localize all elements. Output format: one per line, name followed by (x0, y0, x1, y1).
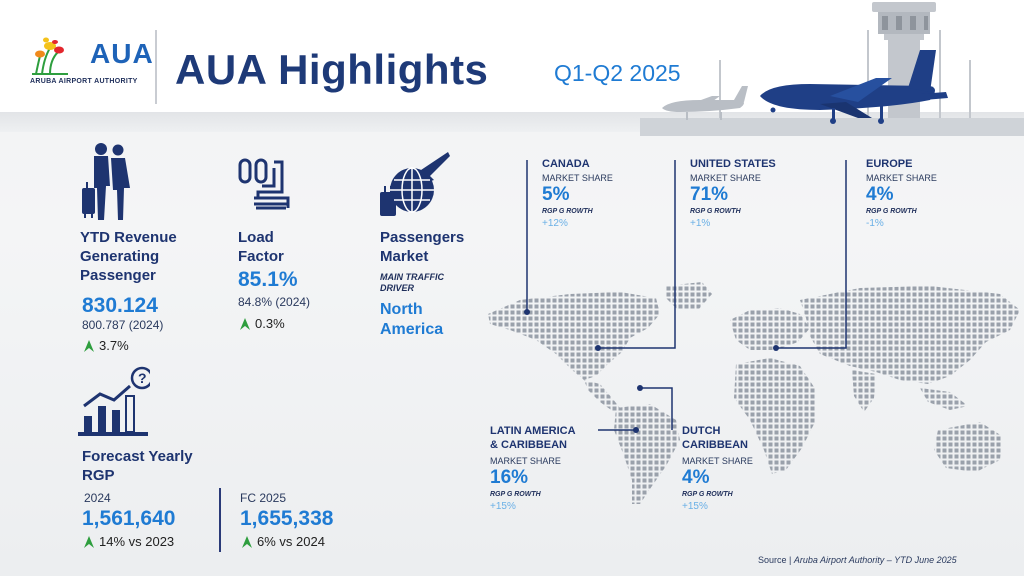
arrow-up-icon (242, 535, 252, 548)
control-tower-icon (872, 2, 936, 122)
background-plane-icon (662, 86, 748, 120)
revenue-passenger-value: 830.124 (82, 294, 158, 317)
period-label: Q1-Q2 2025 (554, 60, 681, 86)
forecast-2025-change: 6% vs 2024 (242, 534, 325, 549)
logo-text: AUA (90, 38, 154, 69)
aua-logo: AUA ARUBA AIRPORT AUTHORITY (28, 34, 153, 94)
source-note: Source | Aruba Airport Authority – YTD J… (758, 555, 957, 565)
svg-text:?: ? (138, 370, 147, 386)
main-traffic-driver-value: North America (380, 301, 444, 338)
forecast-2024-change: 14% vs 2023 (84, 534, 174, 549)
logo-subtitle: ARUBA AIRPORT AUTHORITY (30, 78, 138, 85)
load-factor-label: Load Factor (238, 229, 284, 265)
revenue-passenger-previous: 800.787 (2024) (82, 318, 164, 332)
airplane-seat-icon (238, 158, 290, 210)
revenue-passenger-change: 3.7% (84, 338, 129, 353)
arrow-up-icon (240, 317, 250, 330)
forecast-2024-year: 2024 (84, 491, 111, 505)
globe-plane-icon (380, 152, 450, 216)
main-traffic-driver-label: MAIN TRAFFIC DRIVER (380, 272, 444, 293)
forecast-2025-year: FC 2025 (240, 491, 287, 505)
forecast-2025-value: 1,655,338 (240, 507, 334, 530)
airplane-icon (760, 50, 948, 124)
forecast-2024-value: 1,561,640 (82, 507, 176, 530)
header-divider (155, 30, 157, 104)
arrow-up-icon (84, 339, 94, 352)
airport-planes-illustration (640, 2, 1024, 136)
passengers-market-label: Passengers Market (380, 229, 465, 265)
load-factor-value: 85.1% (238, 268, 298, 291)
forecast-label: Forecast Yearly RGP (82, 448, 193, 484)
growth-chart-question-icon: ? (78, 366, 150, 436)
forecast-divider (219, 488, 221, 552)
revenue-passenger-label: YTD Revenue Generating Passenger (80, 229, 177, 284)
world-map (488, 282, 1020, 504)
page-title: AUA Highlights (175, 46, 489, 93)
arrow-up-icon (84, 535, 94, 548)
load-factor-change: 0.3% (240, 316, 285, 331)
load-factor-previous: 84.8% (2024) (238, 295, 311, 309)
travelers-icon (82, 143, 130, 220)
logo-flower-icon (32, 37, 68, 75)
